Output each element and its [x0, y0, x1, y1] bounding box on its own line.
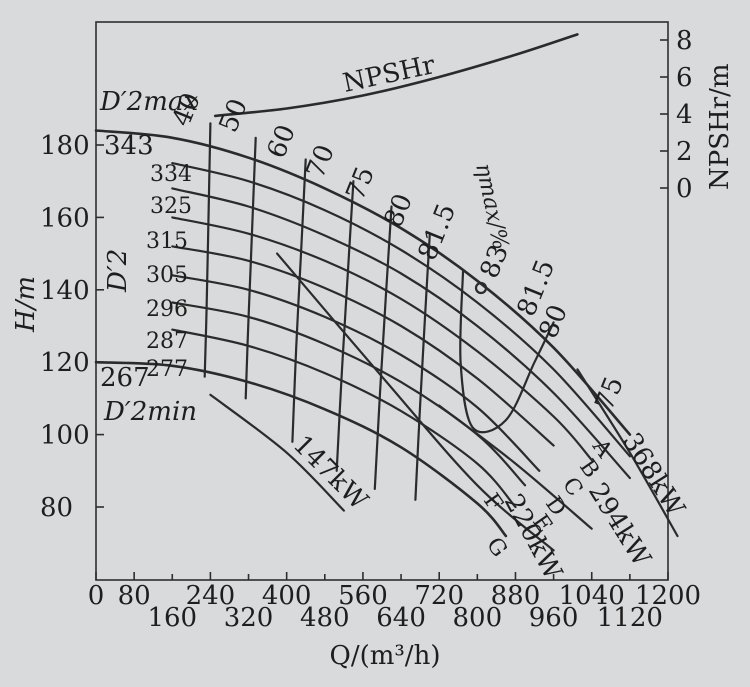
impeller-label-315: 315 [146, 229, 188, 254]
y-tick-label: 100 [40, 421, 90, 451]
x-axis-label: Q/(m³/h) [330, 641, 441, 671]
impeller-curve-287 [171, 301, 527, 487]
x-tick-label-row2: 960 [529, 603, 579, 633]
efficiency-contour-40 [203, 122, 212, 378]
x-tick-label-row2: 320 [224, 603, 274, 633]
y-tick-label: 140 [40, 276, 90, 306]
x-tick-label-row2: 1120 [597, 603, 663, 633]
y-tick-label: 160 [40, 203, 90, 233]
y2-tick-label: 4 [676, 100, 693, 130]
impeller-curve-267 [94, 360, 508, 538]
efficiency-contour-81.5 [459, 270, 555, 434]
x-tick-label: 880 [491, 581, 541, 611]
impeller-label-296: 296 [146, 297, 188, 322]
x-tick-label: 1200 [635, 581, 701, 611]
x-tick-label: 80 [118, 581, 151, 611]
x-tick-label-row2: 640 [376, 603, 426, 633]
x-tick-label: 720 [414, 581, 464, 611]
y-tick-label: 120 [40, 348, 90, 378]
y-tick-label: 180 [40, 131, 90, 161]
x-tick-label: 0 [88, 581, 105, 611]
data-curves [94, 33, 679, 552]
power-line-220kW [276, 252, 555, 552]
npshr-curve [213, 33, 579, 118]
impeller-curve-305 [171, 245, 555, 447]
efficiency-contour-50 [244, 136, 257, 400]
y-axis-label: H/m [11, 276, 41, 333]
plot-frame [95, 21, 669, 581]
efficiency-label-80: 80 [379, 190, 419, 232]
efficiency-contour-80 [414, 234, 431, 501]
npshr-label: NPSHr [340, 50, 438, 99]
efficiency-label-70: 70 [301, 141, 341, 183]
efficiency-right-75-label: 75 [590, 373, 630, 415]
efficiency-label-50: 50 [214, 95, 254, 137]
impeller-label-267: 267 [100, 363, 150, 393]
efficiency-label-81.5: 81.5 [413, 200, 463, 265]
power-line-147kW [209, 393, 345, 512]
impeller-curve-315 [171, 216, 593, 461]
y2-tick-label: 2 [676, 137, 693, 167]
axis-ticks [95, 39, 669, 580]
y-tick-label: 80 [40, 493, 73, 523]
impeller-label-325: 325 [150, 194, 192, 219]
chart-labels: 80 100 120 140 160 180 H/m 0 2 4 6 8 NPSHr/m 0 80 240 40… [11, 26, 735, 671]
impeller-curve-334 [171, 162, 631, 458]
impeller-label-287: 287 [146, 329, 188, 354]
y2-tick-label: 8 [676, 26, 693, 56]
impeller-label-277: 277 [146, 357, 188, 382]
power-line-294kW [438, 404, 593, 530]
curve-end-letter-G: G [481, 533, 512, 562]
impeller-curve-277 [171, 328, 517, 509]
x-tick-label: 1040 [559, 581, 625, 611]
power-label-147kW: 147kW [287, 430, 374, 517]
eta-max-label: ηmax/% [470, 161, 513, 252]
impeller-curve-325 [171, 187, 631, 480]
power-line-368kW [576, 368, 679, 538]
d2min-label: D′2min [103, 397, 197, 427]
x-tick-label-row2: 480 [300, 603, 350, 633]
efficiency-contour-70 [335, 180, 355, 472]
impeller-curve-343 [94, 129, 632, 436]
impeller-label-334: 334 [150, 162, 192, 187]
power-label-294kW: 294kW [582, 478, 656, 572]
efficiency-contour-75 [373, 205, 393, 490]
max-efficiency-marker [474, 281, 488, 295]
y2-tick-label: 0 [676, 174, 693, 204]
efficiency-contour-60 [291, 158, 307, 443]
x-tick-label: 560 [338, 581, 388, 611]
d2max-label: D′2max [99, 87, 198, 117]
x-tick-label: 400 [262, 581, 312, 611]
y2-axis-label: NPSHr/m [705, 63, 735, 190]
x-tick-label: 240 [186, 581, 236, 611]
x-tick-label-row2: 160 [147, 603, 197, 633]
impeller-curve-296 [171, 274, 541, 472]
impeller-label-343: 343 [104, 131, 154, 161]
efficiency-label-60: 60 [262, 121, 302, 163]
impeller-label-305: 305 [146, 263, 188, 288]
y2-tick-label: 6 [676, 63, 693, 93]
x-tick-label-row2: 800 [453, 603, 503, 633]
d2-label: D′2 [103, 249, 133, 293]
